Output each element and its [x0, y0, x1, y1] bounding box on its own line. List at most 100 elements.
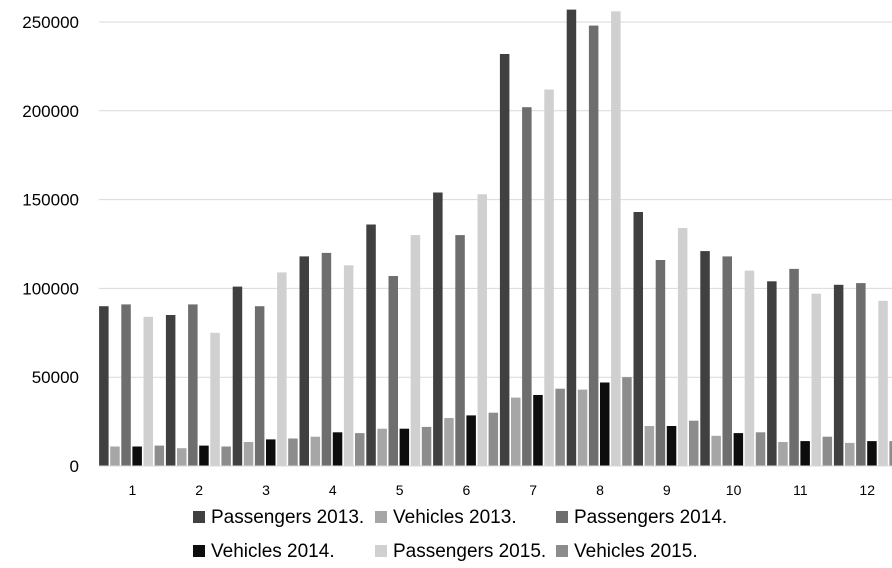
- legend-item: Vehicles 2013.: [375, 507, 517, 528]
- bar-vehicles-2014-2: [199, 445, 209, 466]
- bar-vehicles-2013-1: [110, 446, 120, 466]
- bar-vehicles-2015-12: [889, 441, 892, 466]
- bar-passengers-2015-6: [477, 194, 487, 467]
- bar-vehicles-2014-8: [600, 382, 610, 466]
- legend-swatch: [375, 511, 387, 523]
- bar-passengers-2014-7: [522, 107, 532, 466]
- bar-vehicles-2013-3: [243, 442, 254, 466]
- bar-passengers-2014-4: [321, 252, 332, 466]
- bar-vehicles-2013-10: [711, 435, 721, 466]
- bars: [99, 9, 892, 467]
- bar-vehicles-2014-7: [533, 395, 543, 466]
- legend-item: Vehicles 2015.: [556, 541, 698, 562]
- bar-passengers-2014-8: [588, 25, 599, 466]
- bar-passengers-2015-10: [744, 270, 755, 466]
- bar-vehicles-2013-12: [845, 442, 855, 466]
- legend-swatch: [556, 511, 568, 523]
- y-tick-label: 200000: [22, 102, 79, 121]
- bar-passengers-2014-6: [455, 235, 465, 466]
- legend-swatch: [193, 545, 205, 557]
- bar-vehicles-2014-1: [132, 446, 142, 466]
- bar-passengers-2015-1: [143, 316, 153, 466]
- x-axis-ticks: 1 2 3 4 5 6 7 8 9 10 11 12: [129, 482, 876, 498]
- bar-passengers-2014-2: [188, 304, 198, 466]
- legend-label: Passengers 2013.: [211, 507, 364, 528]
- bar-vehicles-2014-5: [399, 428, 410, 466]
- x-tick-label: 11: [793, 482, 808, 498]
- y-tick-label: 150000: [22, 191, 79, 210]
- legend-item: Passengers 2014.: [556, 507, 727, 528]
- legend-label: Passengers 2014.: [574, 507, 727, 528]
- bar-vehicles-2015-10: [755, 432, 766, 466]
- x-tick-label: 3: [262, 482, 270, 498]
- bar-passengers-2015-8: [611, 11, 621, 467]
- bar-passengers-2013-8: [566, 9, 577, 466]
- bar-passengers-2014-5: [388, 276, 398, 466]
- bar-vehicles-2015-9: [689, 420, 699, 466]
- gridlines: [99, 21, 892, 378]
- x-tick-label: 9: [663, 482, 671, 498]
- bar-vehicles-2014-10: [733, 433, 744, 466]
- legend-label: Vehicles 2014.: [211, 541, 335, 562]
- bar-passengers-2013-5: [366, 224, 376, 466]
- x-tick-label: 7: [529, 482, 537, 498]
- bar-vehicles-2013-9: [644, 426, 655, 466]
- x-tick-label: 6: [463, 482, 471, 498]
- bar-passengers-2015-7: [544, 89, 554, 466]
- bar-passengers-2013-12: [833, 284, 844, 466]
- bar-vehicles-2015-3: [288, 438, 298, 466]
- legend-item: Passengers 2013.: [193, 507, 364, 528]
- y-tick-label: 50000: [32, 368, 79, 387]
- bar-passengers-2014-10: [722, 256, 732, 466]
- legend-label: Vehicles 2013.: [393, 507, 517, 528]
- x-tick-label: 5: [396, 482, 404, 498]
- bar-passengers-2013-2: [165, 315, 176, 466]
- bar-passengers-2015-2: [210, 332, 220, 466]
- bar-vehicles-2014-4: [332, 432, 343, 466]
- bar-passengers-2015-9: [677, 228, 688, 466]
- bar-vehicles-2015-1: [154, 445, 165, 466]
- bar-vehicles-2015-11: [822, 436, 833, 466]
- bar-passengers-2015-4: [343, 265, 354, 466]
- y-tick-label: 0: [70, 457, 79, 476]
- x-tick-label: 8: [596, 482, 604, 498]
- legend-swatch: [375, 545, 387, 557]
- bar-passengers-2015-11: [811, 293, 821, 466]
- bar-passengers-2013-1: [99, 306, 109, 466]
- bar-passengers-2013-7: [499, 54, 510, 466]
- legend-item: Vehicles 2014.: [193, 541, 335, 562]
- bar-passengers-2015-3: [277, 272, 287, 466]
- bar-vehicles-2015-7: [555, 388, 565, 466]
- bar-passengers-2013-10: [700, 251, 710, 466]
- bar-passengers-2013-9: [633, 212, 643, 466]
- bar-passengers-2014-9: [655, 260, 666, 466]
- x-tick-label: 2: [195, 482, 203, 498]
- bar-vehicles-2014-11: [800, 441, 810, 466]
- bar-vehicles-2013-6: [444, 418, 454, 466]
- bar-passengers-2014-3: [254, 306, 265, 466]
- bar-passengers-2014-1: [121, 304, 131, 466]
- bar-vehicles-2014-6: [466, 415, 476, 466]
- bar-vehicles-2015-5: [421, 426, 432, 466]
- bar-vehicles-2013-8: [577, 389, 588, 466]
- bar-vehicles-2015-4: [355, 433, 365, 466]
- legend-item: Passengers 2015.: [375, 541, 546, 562]
- legend-swatch: [193, 511, 205, 523]
- legend-label: Passengers 2015.: [393, 541, 546, 562]
- bar-passengers-2013-6: [433, 192, 443, 466]
- y-tick-label: 100000: [22, 279, 79, 298]
- bar-vehicles-2013-11: [778, 442, 788, 466]
- legend-label: Vehicles 2015.: [574, 541, 698, 562]
- x-tick-label: 12: [859, 482, 875, 498]
- legend: Passengers 2013. Vehicles 2013. Passengers…: [193, 507, 727, 562]
- bar-vehicles-2013-5: [377, 428, 387, 466]
- bar-vehicles-2015-6: [488, 412, 499, 466]
- bar-passengers-2013-4: [299, 256, 309, 466]
- bar-vehicles-2013-2: [177, 448, 187, 466]
- y-tick-label: 250000: [22, 13, 79, 32]
- bar-vehicles-2015-2: [221, 446, 231, 466]
- bar-vehicles-2014-9: [666, 426, 677, 466]
- bar-passengers-2015-12: [878, 300, 888, 466]
- bar-passengers-2013-3: [232, 286, 243, 466]
